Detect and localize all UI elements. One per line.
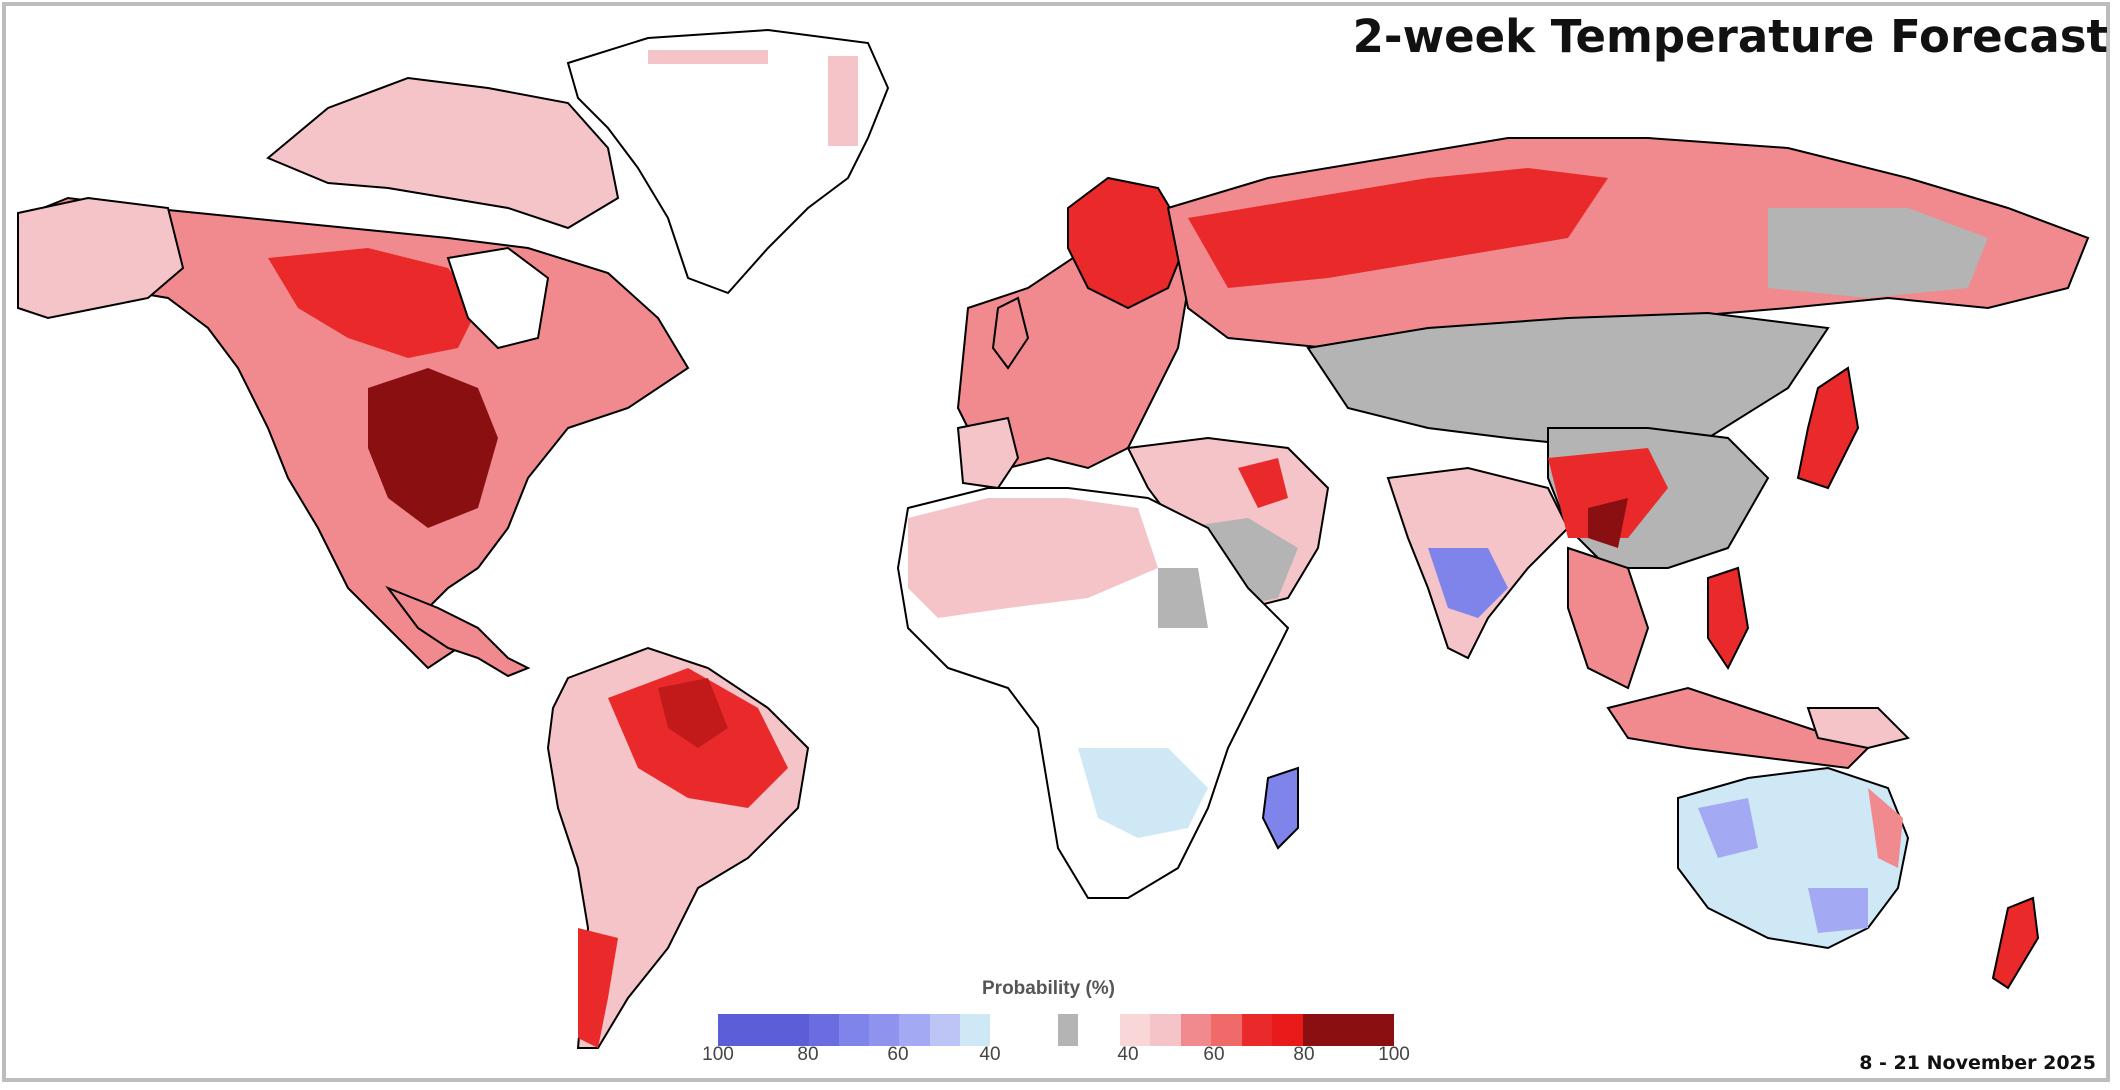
legend-below-swatch <box>869 1014 900 1046</box>
legend-above-swatch <box>1241 1014 1273 1046</box>
map-title: 2-week Temperature Forecast <box>1352 10 2108 63</box>
legend-tick-above-60: 60 <box>1203 1044 1225 1065</box>
central-america <box>385 585 531 678</box>
levant-red <box>1238 458 1288 508</box>
world-map <box>16 28 2090 1049</box>
scandinavia <box>1067 176 1190 310</box>
greenland-patch <box>828 56 858 146</box>
legend-above-swatch <box>1120 1014 1151 1046</box>
japan <box>1796 366 1860 490</box>
russia-red-band <box>1188 168 1608 288</box>
legend-tick-above-40: 40 <box>1117 1044 1139 1065</box>
east-siberia-gray <box>1768 208 1988 298</box>
legend-normal-swatch <box>1038 1014 1058 1046</box>
southern-china-red <box>1548 448 1668 538</box>
indonesia <box>1606 686 1870 770</box>
legend-below-swatch <box>808 1014 839 1046</box>
legend-below-swatch <box>959 1014 990 1046</box>
probability-legend: Probability (%) 100 80 60 40 40 60 80 10… <box>700 978 1420 1068</box>
australia-red-coast <box>1868 788 1903 868</box>
continent-fills <box>16 28 2090 1049</box>
southern-india-cold <box>1428 548 1508 618</box>
hudson-bay <box>446 246 550 350</box>
legend-normal-swatch <box>1078 1014 1098 1046</box>
china-core <box>1588 498 1628 548</box>
legend-tick-below-40: 40 <box>979 1044 1001 1065</box>
madagascar <box>1261 766 1299 850</box>
legend-tick-above-80: 80 <box>1293 1044 1315 1065</box>
legend-tick-below-100: 100 <box>702 1044 734 1065</box>
legend-below-swatch <box>899 1014 930 1046</box>
legend-above-swatch <box>1211 1014 1242 1046</box>
legend-below-swatch <box>929 1014 960 1046</box>
legend-below-swatch <box>748 1014 779 1046</box>
legend-above-swatch <box>1150 1014 1181 1046</box>
alaska <box>17 196 185 320</box>
legend-above-swatch <box>1363 1014 1394 1046</box>
legend-above-swatch <box>1272 1014 1303 1046</box>
amazon-core <box>658 678 728 748</box>
philippines <box>1707 566 1750 670</box>
legend-tick-below-60: 60 <box>887 1044 909 1065</box>
legend-below-swatch <box>718 1014 749 1046</box>
legend-below-swatch <box>838 1014 870 1046</box>
legend-above-swatch <box>1302 1014 1334 1046</box>
arctic-islands <box>266 76 620 230</box>
central-us-hotspot <box>368 368 498 528</box>
legend-above-swatch <box>1333 1014 1364 1046</box>
se-asia <box>1567 546 1650 690</box>
legend-above-swatch <box>1180 1014 1212 1046</box>
date-range: 8 - 21 November 2025 <box>1859 1052 2096 1074</box>
greenland <box>566 28 890 295</box>
greenland-patch <box>648 50 768 64</box>
uk <box>991 296 1030 370</box>
legend-normal-swatch <box>1058 1014 1078 1046</box>
australia-cold-west <box>1698 798 1758 858</box>
legend-title: Probability (%) <box>982 978 1116 999</box>
legend-below-swatch <box>778 1014 809 1046</box>
central-asia <box>1306 311 1830 450</box>
legend-below-bar <box>718 1014 990 1046</box>
sahara-pink <box>908 498 1158 618</box>
iberia <box>956 416 1020 490</box>
new-zealand <box>1991 896 2040 990</box>
legend-normal-bar <box>1038 1014 1098 1046</box>
patagonia <box>578 928 618 1048</box>
australia-cold-south <box>1808 888 1868 933</box>
legend-tick-above-100: 100 <box>1378 1044 1410 1065</box>
sudan-gray <box>1158 568 1208 628</box>
southern-africa-cold <box>1078 748 1208 838</box>
legend-tick-below-80: 80 <box>797 1044 819 1065</box>
papua <box>1806 707 1910 750</box>
canada-red-zone <box>268 248 478 358</box>
legend-above-bar <box>1120 1014 1394 1046</box>
